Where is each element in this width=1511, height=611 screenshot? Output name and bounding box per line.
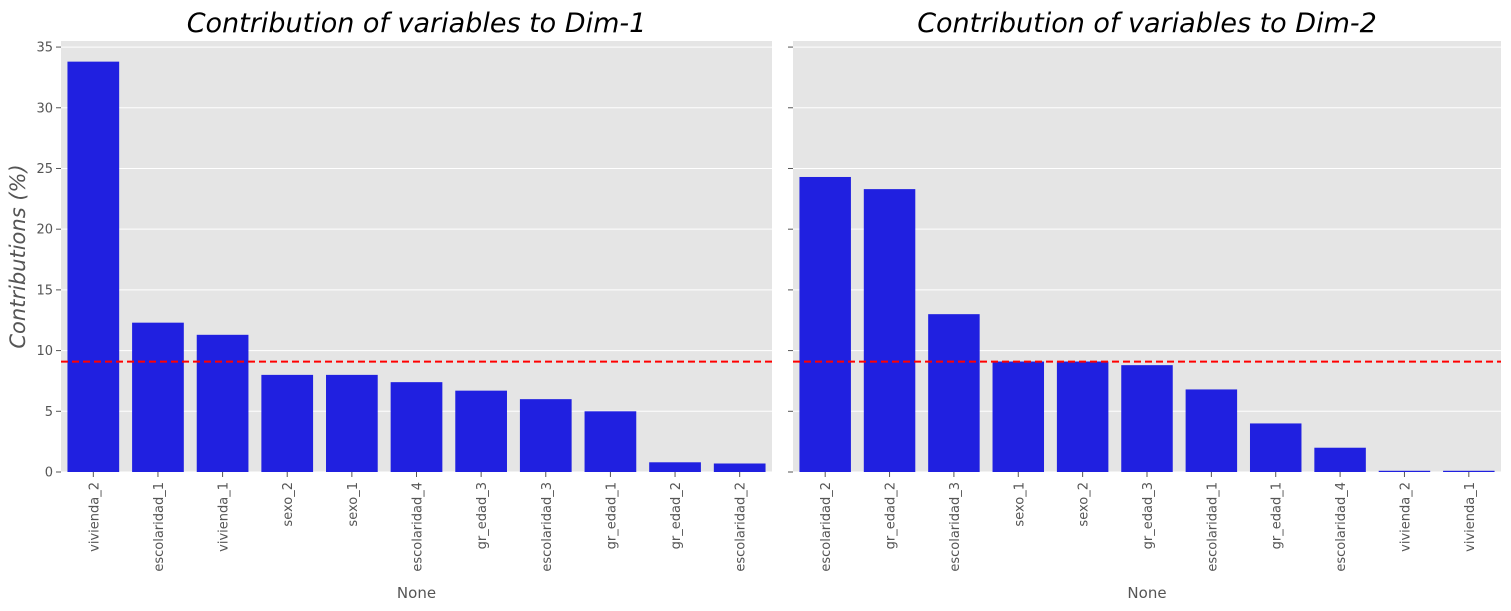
x-tick-label: gr_edad_2 [884,482,899,549]
bar-dim-2-sexo_1 [992,361,1045,472]
y-tick-label: 10 [36,344,53,359]
bar-dim-2-gr_edad_1 [1249,423,1302,472]
bar-dim-2-vivienda_1 [1443,470,1495,472]
x-ticks-dim-2: escolaridad_2 gr_edad_2 escolaridad_3 sexo_… [819,472,1478,572]
x-tick-label: vivienda_1 [1463,482,1478,552]
x-axis-label-dim-1: None [397,584,436,602]
bar-dim-1-escolaridad_1 [132,322,184,472]
bar-dim-2-vivienda_2 [1378,470,1431,472]
x-tick-label: gr_edad_1 [604,482,619,549]
x-tick-label: escolaridad_4 [1334,482,1349,572]
bars-dim-1 [67,61,766,472]
bar-dim-2-escolaridad_4 [1314,447,1366,472]
y-tick-label: 5 [45,405,53,420]
x-tick-label: escolaridad_1 [152,482,167,572]
bar-dim-2-gr_edad_2 [863,189,916,472]
y-tick-label: 30 [36,101,53,116]
y-axis-label-dim-1: Contributions (%) [6,164,30,348]
x-tick-label: sexo_2 [1077,482,1092,527]
y-ticks-dim-1: 0 5 10 15 20 25 30 35 [36,41,61,481]
chart-title-dim-2: Contribution of variables to Dim-2 [917,8,1377,39]
x-ticks-dim-1: vivienda_2 escolaridad_1 vivienda_1 sexo_2 s… [87,472,749,572]
bars-dim-2 [799,176,1495,472]
bar-dim-1-vivienda_2 [67,61,120,472]
x-tick-label: escolaridad_1 [1205,482,1220,572]
x-tick-label: vivienda_2 [1398,482,1413,552]
y-tick-label: 20 [36,223,53,238]
bar-dim-1-escolaridad_2 [713,463,766,472]
x-tick-label: sexo_1 [1012,482,1027,527]
x-tick-label: sexo_2 [281,482,296,527]
bar-dim-1-escolaridad_4 [390,382,443,472]
x-tick-label: gr_edad_2 [669,482,684,549]
x-tick-label: escolaridad_2 [819,482,834,572]
chart-dim-2: escolaridad_2 gr_edad_2 escolaridad_3 sexo_… [788,8,1501,602]
bar-dim-1-gr_edad_3 [455,390,507,472]
x-axis-label-dim-2: None [1127,584,1166,602]
bar-dim-1-sexo_2 [261,374,314,472]
x-tick-label: escolaridad_4 [411,482,426,572]
bar-dim-1-gr_edad_1 [584,411,637,472]
x-tick-label: gr_edad_3 [1141,482,1156,549]
bar-dim-2-gr_edad_3 [1121,365,1173,472]
bar-dim-1-vivienda_1 [196,334,249,472]
bar-dim-1-escolaridad_3 [519,399,572,472]
chart-title-dim-1: Contribution of variables to Dim-1 [187,8,647,39]
bar-dim-2-escolaridad_1 [1185,389,1238,472]
x-tick-label: sexo_1 [346,482,361,527]
y-tick-label: 0 [45,466,53,481]
y-tick-label: 35 [36,41,53,56]
y-tick-label: 25 [36,162,53,177]
x-tick-label: escolaridad_3 [540,482,555,572]
y-ticks-dim-2 [788,46,793,473]
bar-dim-2-sexo_2 [1056,361,1109,472]
x-tick-label: gr_edad_1 [1270,482,1285,549]
bar-dim-1-sexo_1 [326,374,378,472]
y-tick-label: 15 [36,283,53,298]
x-tick-label: escolaridad_2 [734,482,749,572]
bar-dim-2-escolaridad_2 [799,176,851,472]
x-tick-label: escolaridad_3 [948,482,963,572]
bar-dim-1-gr_edad_2 [649,462,701,472]
bar-dim-2-escolaridad_3 [928,314,980,472]
x-tick-label: gr_edad_3 [475,482,490,549]
x-tick-label: vivienda_1 [217,482,232,552]
x-tick-label: vivienda_2 [87,482,102,552]
